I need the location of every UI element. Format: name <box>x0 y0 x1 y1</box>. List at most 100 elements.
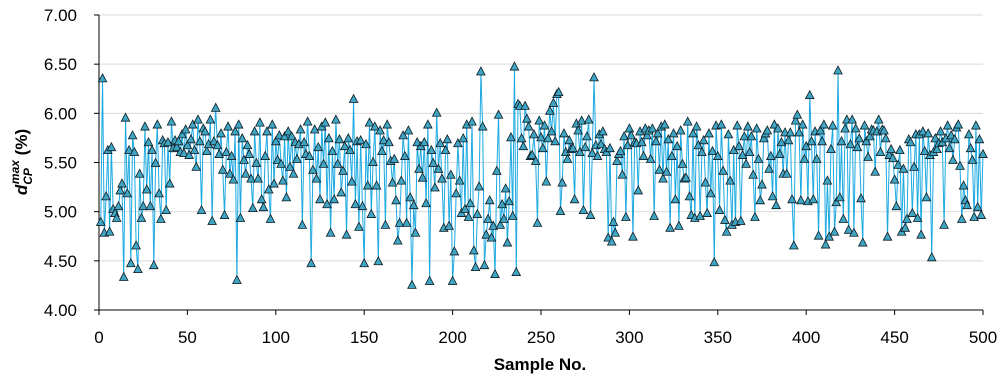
axes <box>94 14 984 315</box>
x-tick-label: 300 <box>615 328 643 347</box>
data-point-marker <box>428 157 439 167</box>
data-point-marker <box>845 138 856 149</box>
data-point-marker <box>194 135 205 146</box>
data-point-marker <box>773 123 783 133</box>
data-point-marker <box>297 219 308 229</box>
series-line-segment <box>310 170 314 264</box>
series-line-segment <box>690 133 694 216</box>
data-point-marker <box>403 125 414 135</box>
data-point-marker <box>873 114 884 124</box>
data-point-marker <box>909 161 919 171</box>
data-point-marker <box>757 179 767 189</box>
data-point-marker <box>345 144 355 155</box>
data-point-marker <box>822 175 833 185</box>
data-point-marker <box>507 210 518 220</box>
series-line-segment <box>798 132 802 201</box>
data-point-marker <box>642 130 652 140</box>
series-line-segment <box>772 125 775 197</box>
series-line-segment <box>321 127 325 165</box>
series-line-segment <box>409 197 413 286</box>
data-point-marker <box>407 279 417 289</box>
data-point-marker <box>875 146 886 157</box>
series-line-segment <box>678 131 682 227</box>
data-point-marker <box>562 153 573 163</box>
data-point-marker <box>739 131 750 141</box>
data-point-marker <box>373 255 384 266</box>
data-point-marker <box>649 210 660 220</box>
data-point-marker <box>879 125 889 135</box>
series-line-segment <box>719 125 722 211</box>
data-point-marker <box>537 142 548 153</box>
x-axis-title: Sample No. <box>494 355 587 374</box>
series-line-segment <box>841 141 844 220</box>
series-line-segment <box>664 125 668 173</box>
data-point-marker <box>453 137 463 148</box>
data-point-marker <box>550 135 561 146</box>
data-point-marker <box>292 153 302 163</box>
data-point-marker <box>426 144 437 155</box>
series-line-segment <box>369 123 372 215</box>
x-tick-label: 250 <box>527 328 555 347</box>
series-line-segment <box>234 132 238 281</box>
data-point-marker <box>150 157 161 167</box>
data-point-marker <box>156 213 166 223</box>
data-point-marker <box>765 150 776 160</box>
data-point-marker <box>239 154 249 164</box>
data-point-marker <box>378 135 389 145</box>
series-line-segment <box>731 150 735 226</box>
y-tick-label: 5.00 <box>44 203 77 222</box>
series-line-segment <box>353 99 356 205</box>
data-point-marker <box>104 226 115 236</box>
data-point-marker <box>741 158 751 168</box>
data-point-marker <box>638 150 649 160</box>
data-point-marker <box>392 235 403 245</box>
series-line-segment <box>574 124 577 200</box>
data-point-marker <box>608 216 619 226</box>
series-line-segment <box>414 142 418 234</box>
series-line-segment <box>224 152 227 216</box>
data-point-marker <box>774 148 785 158</box>
series-line-segment <box>975 126 979 208</box>
data-point-marker <box>776 136 787 147</box>
series-line-segment <box>582 147 586 211</box>
data-point-marker <box>129 146 140 157</box>
series-line-segment <box>607 148 611 239</box>
series-line-segment <box>757 159 761 201</box>
data-point-marker <box>702 207 713 217</box>
data-point-marker <box>725 175 736 185</box>
series-line-segment <box>733 150 736 223</box>
series-line-segment <box>931 152 934 258</box>
data-point-marker <box>923 128 934 138</box>
data-point-marker <box>334 134 345 144</box>
data-point-marker <box>870 166 881 176</box>
data-point-marker <box>491 165 502 175</box>
data-point-marker <box>691 121 702 131</box>
data-point-marker <box>509 61 520 71</box>
y-tick-label: 7.00 <box>44 6 77 25</box>
data-point-marker <box>720 214 730 224</box>
data-point-marker <box>251 157 262 167</box>
series-line-segment <box>215 108 218 146</box>
series-line-segment <box>816 159 820 237</box>
data-point-marker <box>207 215 218 225</box>
data-point-marker <box>500 183 511 193</box>
data-point-marker <box>380 219 391 229</box>
data-point-marker <box>677 158 688 168</box>
series-line-segment <box>407 131 411 198</box>
data-point-marker <box>354 221 364 231</box>
y-tick-label: 6.00 <box>44 104 77 123</box>
data-point-marker <box>117 178 127 188</box>
series-line-segment <box>605 152 609 239</box>
data-point-marker <box>721 226 732 236</box>
data-point-marker <box>659 119 670 129</box>
series-line-segment <box>901 169 904 233</box>
data-point-marker <box>472 208 483 218</box>
data-point-marker <box>306 257 317 268</box>
data-point-marker <box>433 163 444 173</box>
data-point-marker <box>154 188 164 198</box>
series-line-segment <box>308 156 312 264</box>
data-point-marker <box>467 116 477 126</box>
data-point-marker <box>734 140 744 151</box>
data-point-marker <box>152 119 163 129</box>
data-point-marker <box>744 146 755 157</box>
